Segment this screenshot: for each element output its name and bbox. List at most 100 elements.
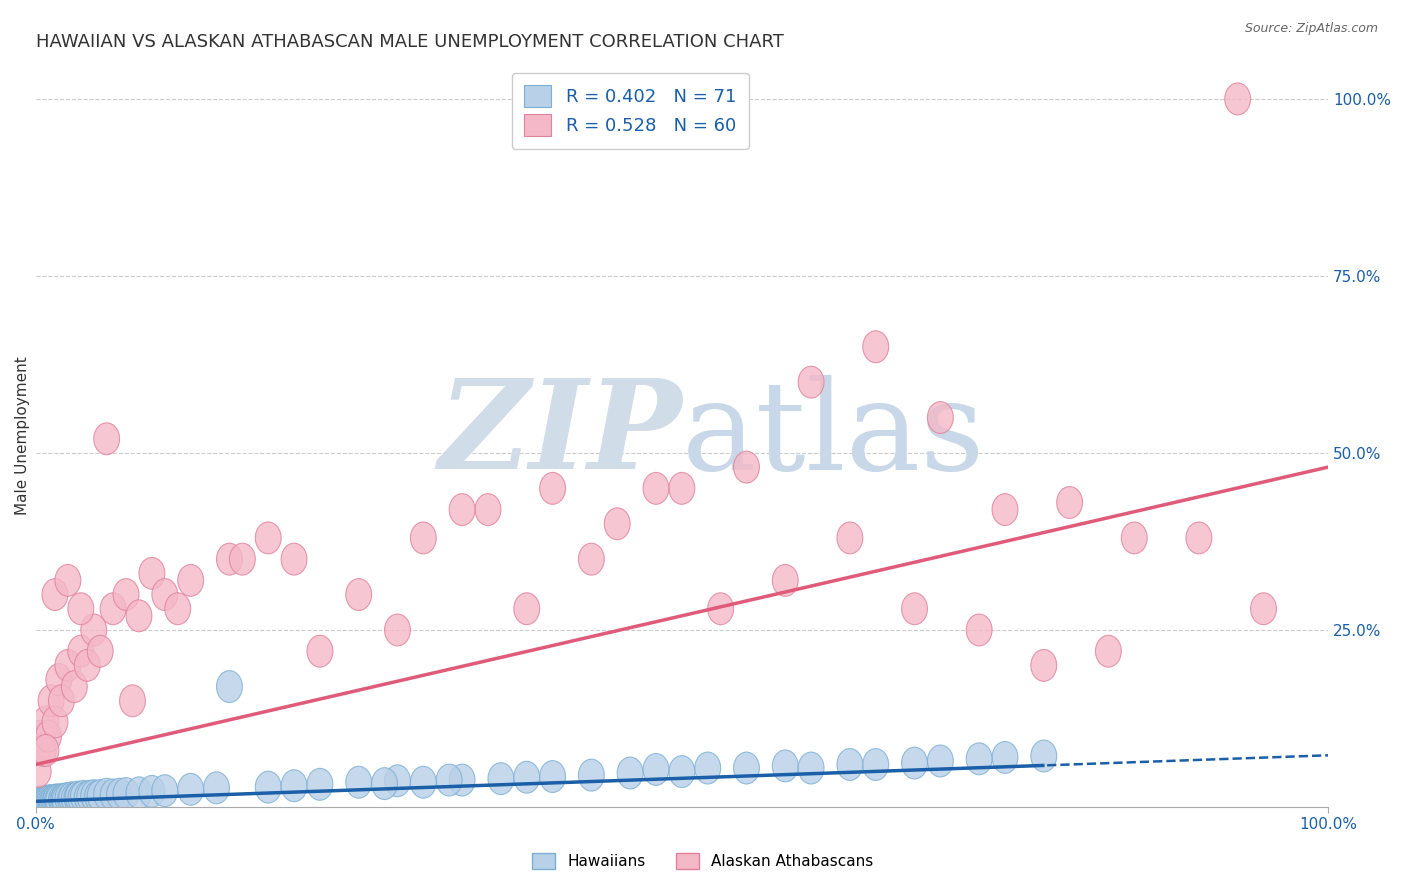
Ellipse shape (49, 785, 76, 816)
Ellipse shape (513, 593, 540, 624)
Ellipse shape (77, 780, 103, 813)
Ellipse shape (62, 782, 87, 814)
Ellipse shape (139, 558, 165, 590)
Ellipse shape (58, 783, 83, 815)
Ellipse shape (112, 579, 139, 610)
Ellipse shape (42, 706, 67, 738)
Ellipse shape (48, 784, 75, 816)
Ellipse shape (1185, 522, 1212, 554)
Ellipse shape (385, 614, 411, 646)
Ellipse shape (411, 522, 436, 554)
Ellipse shape (281, 770, 307, 802)
Ellipse shape (1095, 635, 1122, 667)
Ellipse shape (35, 720, 62, 752)
Ellipse shape (177, 565, 204, 597)
Ellipse shape (44, 784, 69, 816)
Ellipse shape (32, 706, 59, 738)
Ellipse shape (385, 764, 411, 797)
Ellipse shape (75, 781, 100, 813)
Ellipse shape (37, 785, 63, 816)
Ellipse shape (34, 785, 60, 817)
Ellipse shape (80, 614, 107, 646)
Ellipse shape (38, 685, 65, 716)
Ellipse shape (799, 752, 824, 784)
Ellipse shape (41, 785, 66, 816)
Ellipse shape (488, 763, 513, 795)
Ellipse shape (346, 766, 371, 798)
Ellipse shape (1031, 649, 1057, 681)
Ellipse shape (32, 787, 59, 819)
Ellipse shape (901, 593, 928, 624)
Ellipse shape (80, 780, 107, 812)
Ellipse shape (100, 593, 127, 624)
Ellipse shape (59, 782, 84, 814)
Ellipse shape (55, 782, 80, 814)
Ellipse shape (256, 772, 281, 803)
Ellipse shape (772, 750, 799, 782)
Ellipse shape (32, 786, 58, 818)
Ellipse shape (65, 781, 91, 813)
Legend: Hawaiians, Alaskan Athabascans: Hawaiians, Alaskan Athabascans (526, 847, 880, 875)
Ellipse shape (55, 565, 80, 597)
Ellipse shape (993, 741, 1018, 773)
Ellipse shape (643, 473, 669, 504)
Ellipse shape (67, 593, 94, 624)
Ellipse shape (307, 635, 333, 667)
Ellipse shape (436, 764, 463, 796)
Ellipse shape (966, 614, 993, 646)
Ellipse shape (540, 473, 565, 504)
Ellipse shape (695, 752, 721, 784)
Ellipse shape (928, 745, 953, 777)
Ellipse shape (25, 788, 51, 820)
Ellipse shape (1057, 486, 1083, 518)
Ellipse shape (107, 779, 132, 810)
Y-axis label: Male Unemployment: Male Unemployment (15, 356, 30, 515)
Ellipse shape (578, 759, 605, 791)
Ellipse shape (31, 734, 56, 766)
Ellipse shape (39, 786, 65, 818)
Ellipse shape (540, 761, 565, 792)
Ellipse shape (772, 565, 799, 597)
Ellipse shape (28, 788, 53, 820)
Ellipse shape (346, 579, 371, 610)
Ellipse shape (204, 772, 229, 804)
Ellipse shape (669, 756, 695, 788)
Ellipse shape (48, 685, 75, 716)
Ellipse shape (837, 748, 863, 780)
Ellipse shape (475, 493, 501, 525)
Legend: R = 0.402   N = 71, R = 0.528   N = 60: R = 0.402 N = 71, R = 0.528 N = 60 (512, 72, 749, 149)
Ellipse shape (966, 743, 993, 775)
Ellipse shape (38, 785, 65, 817)
Ellipse shape (25, 756, 51, 788)
Ellipse shape (42, 579, 67, 610)
Ellipse shape (127, 600, 152, 632)
Ellipse shape (46, 664, 72, 696)
Ellipse shape (152, 579, 177, 610)
Ellipse shape (993, 493, 1018, 525)
Ellipse shape (901, 747, 928, 779)
Ellipse shape (734, 451, 759, 483)
Ellipse shape (669, 473, 695, 504)
Ellipse shape (87, 635, 112, 667)
Ellipse shape (1122, 522, 1147, 554)
Ellipse shape (112, 778, 139, 809)
Ellipse shape (707, 593, 734, 624)
Ellipse shape (928, 401, 953, 434)
Ellipse shape (307, 768, 333, 800)
Ellipse shape (28, 720, 53, 752)
Ellipse shape (51, 783, 77, 815)
Ellipse shape (42, 785, 67, 817)
Ellipse shape (411, 766, 436, 798)
Ellipse shape (617, 757, 643, 789)
Ellipse shape (863, 331, 889, 363)
Ellipse shape (152, 775, 177, 806)
Ellipse shape (229, 543, 256, 575)
Ellipse shape (371, 768, 398, 799)
Ellipse shape (62, 671, 87, 703)
Text: ZIP: ZIP (439, 375, 682, 496)
Ellipse shape (449, 764, 475, 796)
Ellipse shape (127, 777, 152, 809)
Ellipse shape (139, 775, 165, 807)
Ellipse shape (84, 780, 111, 813)
Ellipse shape (217, 543, 242, 575)
